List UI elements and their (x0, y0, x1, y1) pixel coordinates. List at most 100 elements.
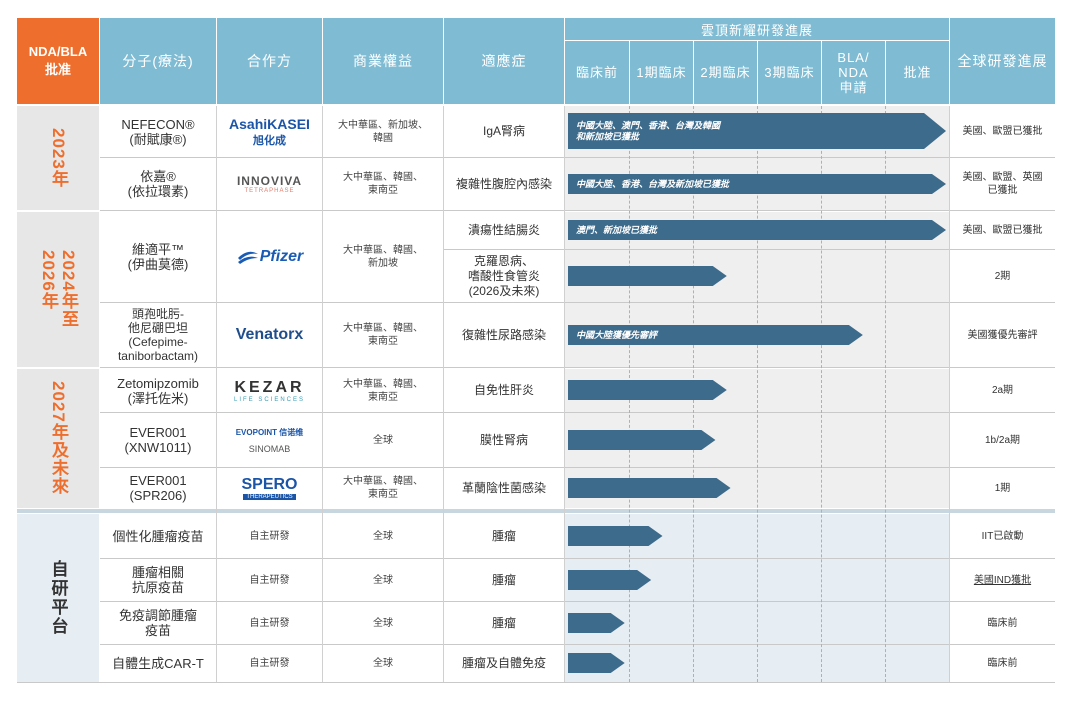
progress-bar-label: 中國大陸、澳門、香港、台灣及韓國 (576, 121, 722, 131)
group-2024-2026: 2024年至 2026年 (17, 212, 99, 366)
group-2023: 2023年 (17, 106, 99, 210)
progress-bar (568, 653, 625, 673)
row-line (100, 467, 1055, 468)
molecule-header: 分子(療法) (100, 18, 216, 104)
rights-cefepime: 大中華區、韓國、 東南亞 (343, 323, 423, 347)
progress-bar-label: 澳門、新加坡已獲批 (576, 225, 659, 235)
stage-phase1: 1期臨床 (630, 41, 693, 104)
indication-cd-eoe: 克羅恩病、 嗜酸性食管炎 (2026及未來) (467, 253, 540, 298)
group-line (17, 367, 1055, 369)
rights-ever001-spr: 大中華區、韓國、 東南亞 (343, 476, 423, 500)
col-line (443, 106, 444, 682)
col-line (322, 106, 323, 682)
molecule-ever001-spr: EVER001 (SPR206) (129, 473, 187, 503)
section-divider (17, 509, 1055, 513)
progress-bar (568, 220, 946, 240)
rights-header-label: 商業權益 (353, 53, 413, 69)
group-self-developed-label: 自研平台 (48, 560, 68, 636)
global-cd-eoe: 2期 (994, 270, 1011, 282)
progress-bar (568, 430, 716, 450)
indication-ever001-spr: 革蘭陰性菌感染 (461, 480, 546, 495)
stage-approval: 批准 (886, 41, 949, 104)
stage-preclinical: 臨床前 (565, 41, 629, 104)
partner-header: 合作方 (217, 18, 322, 104)
pfizer-swoosh-icon (237, 251, 258, 264)
selfdev-group-bg (17, 514, 99, 682)
rights-header: 商業權益 (323, 18, 443, 104)
indication-car-t: 腫瘤及自體免疫 (461, 656, 546, 670)
molecule-eravacycline: 依嘉® (依拉環素) (127, 169, 189, 199)
stage-phase1-label: 1期臨床 (636, 65, 687, 80)
stage-phase3: 3期臨床 (758, 41, 821, 104)
venatorx-logo-text: Venatorx (235, 326, 304, 343)
row-line (100, 412, 1055, 413)
innoviva-logo-text: INNOVIVA (236, 174, 303, 188)
rights-tumor-antigen-vaccine: 全球 (373, 574, 393, 586)
stage-bla-nda-label: BLA/ NDA 申請 (837, 50, 870, 95)
innoviva-logo: INNOVIVA TETRAPHASE (217, 158, 322, 210)
group-2023-label: 2023年 (49, 128, 68, 188)
stage-bla-nda: BLA/ NDA 申請 (822, 41, 885, 104)
molecule-nefecon: NEFECON® (耐賦康®) (121, 116, 195, 147)
stage-phase2: 2期臨床 (694, 41, 757, 104)
molecule-cefepime: 頭孢吡肟- 他尼硼巴坦 (Cefepime- taniborbactam) (117, 307, 199, 363)
molecule-etrasimod: 維適平™ (伊曲莫德) (127, 242, 189, 272)
group-2027-future: 2027年及未來 (17, 368, 99, 508)
group-self-developed: 自研平台 (17, 514, 99, 682)
stage-approval-label: 批准 (903, 65, 932, 80)
molecule-car-t: 自體生成CAR-T (112, 656, 204, 671)
stage-phase3-label: 3期臨床 (764, 65, 815, 80)
nda-bla-header-label: NDA/BLA 批准 (28, 44, 88, 77)
global-eravacycline: 美國、歐盟、英國 已獲批 (962, 172, 1043, 196)
col-line (564, 106, 565, 682)
progress-bar (568, 478, 731, 498)
row-line (444, 249, 1055, 250)
rights-nefecon: 大中華區、新加坡、 韓國 (338, 119, 428, 144)
global-zetomipzomib: 2a期 (991, 385, 1014, 396)
rights-etrasimod: 大中華區、韓國、 新加坡 (343, 245, 423, 269)
indication-uc: 潰瘍性結腸炎 (467, 223, 540, 237)
progress-bar-label: 和新加坡已獲批 (576, 132, 641, 142)
asahi-kasei-logo-sub: 旭化成 (253, 134, 286, 147)
innoviva-logo-sub: TETRAPHASE (244, 188, 295, 194)
partner-car-t: 自主研發 (249, 658, 290, 669)
row-line (100, 302, 1055, 303)
global-ever001-xnw: 1b/2a期 (984, 434, 1021, 446)
indication-zetomipzomib: 自免性肝炎 (473, 383, 534, 397)
global-ever001-spr: 1期 (994, 482, 1011, 494)
kezar-logo-sub: LIFE SCIENCES (233, 396, 305, 403)
global-cefepime: 美國獲優先審評 (967, 329, 1038, 341)
progress-bar (568, 380, 727, 400)
col-line (949, 106, 950, 682)
group-2024-2026-label: 2024年至 2026年 (39, 250, 78, 328)
molecule-personalized-vaccine: 個性化腫瘤疫苗 (112, 528, 204, 544)
nda-bla-header: NDA/BLA 批准 (17, 18, 99, 104)
indication-eravacycline: 複雜性腹腔內感染 (455, 176, 552, 191)
pfizer-logo-mark: Pfizer (236, 248, 303, 266)
global-personalized-vaccine: IIT已啟動 (981, 530, 1024, 542)
rights-zetomipzomib: 大中華區、韓國、 東南亞 (343, 378, 423, 403)
venatorx-logo: Venatorx (217, 303, 322, 367)
pfizer-logo: Pfizer (217, 212, 322, 302)
progress-bar (568, 325, 863, 345)
molecule-header-label: 分子(療法) (122, 53, 194, 69)
indication-tumor-antigen-vaccine: 腫瘤 (491, 572, 516, 587)
rights-car-t: 全球 (373, 658, 393, 669)
indication-immunomodulatory-vaccine: 腫瘤 (491, 615, 516, 630)
indication-header: 適應症 (444, 18, 564, 104)
row-line (100, 367, 1055, 368)
evopoint-sinomab-logo: EVOPOINT 信诺维 SINOMAB (217, 413, 322, 467)
indication-cefepime: 復雜性尿路感染 (461, 327, 546, 342)
global-header-label: 全球研發進展 (957, 53, 1048, 69)
progress-bar (568, 526, 663, 546)
global-immunomodulatory-vaccine: 臨床前 (987, 617, 1018, 629)
progress-title-label: 雲頂新耀研發進展 (700, 22, 813, 38)
progress-bar (568, 570, 652, 590)
kezar-logo-text: KEZAR (234, 378, 305, 396)
indication-ever001-xnw: 膜性腎病 (479, 432, 528, 447)
spero-logo-text: SPERO (241, 476, 298, 493)
row-line (100, 644, 1055, 645)
global-tumor-antigen-vaccine: 美國IND獲批 (973, 574, 1032, 586)
kezar-logo: KEZAR LIFE SCIENCES (217, 369, 322, 412)
